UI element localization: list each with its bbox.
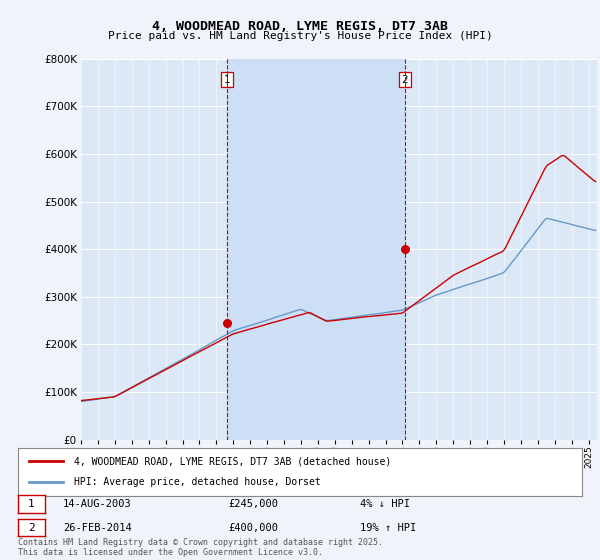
Bar (227, 59, 405, 440)
Text: 14-AUG-2003: 14-AUG-2003 (63, 499, 132, 509)
Text: Price paid vs. HM Land Registry's House Price Index (HPI): Price paid vs. HM Land Registry's House … (107, 31, 493, 41)
Text: £245,000: £245,000 (228, 499, 278, 509)
Text: 26-FEB-2014: 26-FEB-2014 (63, 522, 132, 533)
Text: 4% ↓ HPI: 4% ↓ HPI (360, 499, 410, 509)
Text: 2: 2 (28, 522, 35, 533)
Text: 4, WOODMEAD ROAD, LYME REGIS, DT7 3AB (detached house): 4, WOODMEAD ROAD, LYME REGIS, DT7 3AB (d… (74, 456, 392, 466)
Point (400, 245, 410, 254)
Text: 1: 1 (224, 74, 230, 85)
Point (222, 319, 232, 328)
Text: HPI: Average price, detached house, Dorset: HPI: Average price, detached house, Dors… (74, 477, 321, 487)
Text: £400,000: £400,000 (228, 522, 278, 533)
Text: 2: 2 (401, 74, 408, 85)
Text: 4, WOODMEAD ROAD, LYME REGIS, DT7 3AB: 4, WOODMEAD ROAD, LYME REGIS, DT7 3AB (152, 20, 448, 32)
Text: Contains HM Land Registry data © Crown copyright and database right 2025.
This d: Contains HM Land Registry data © Crown c… (18, 538, 383, 557)
Text: 1: 1 (28, 499, 35, 509)
Text: 19% ↑ HPI: 19% ↑ HPI (360, 522, 416, 533)
